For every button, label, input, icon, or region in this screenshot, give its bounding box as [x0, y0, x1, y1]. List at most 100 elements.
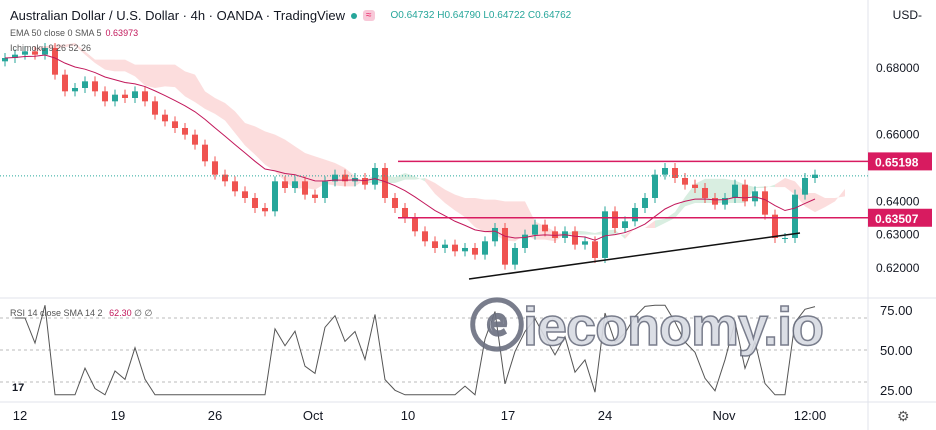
ichimoku-cloud-segment	[425, 177, 435, 194]
candle	[362, 177, 368, 185]
ichimoku-cloud-segment	[515, 201, 525, 242]
rsi-legend[interactable]: RSI 14 close SMA 14 2 62.30 ∅ ∅	[10, 308, 153, 318]
candle	[172, 121, 178, 128]
settings-icon[interactable]: ⚙	[897, 408, 910, 424]
candle	[22, 51, 28, 55]
candle	[52, 48, 58, 75]
candle	[772, 214, 778, 238]
ichimoku-cloud-segment	[785, 177, 795, 195]
ichimoku-cloud-segment	[795, 181, 805, 207]
rsi-tick-label: 25.00	[880, 383, 913, 398]
ichimoku-cloud-segment	[715, 178, 725, 203]
time-tick-label: 12	[13, 408, 27, 423]
candle	[162, 114, 168, 122]
candle	[12, 54, 18, 59]
ichimoku-legend[interactable]: Ichimoku 9 26 52 26	[10, 43, 92, 53]
ichimoku-cloud-segment	[245, 122, 255, 155]
candle	[402, 207, 408, 218]
ichimoku-cloud-segment	[775, 177, 785, 188]
candle	[122, 94, 128, 98]
ichimoku-cloud-segment	[645, 220, 655, 228]
time-tick-label: 24	[598, 408, 612, 423]
candle	[242, 191, 248, 198]
ichimoku-cloud-segment	[185, 71, 195, 103]
ichimoku-cloud-segment	[145, 64, 155, 88]
candle	[432, 241, 438, 248]
ichimoku-cloud-segment	[75, 43, 85, 55]
ichimoku-cloud-segment	[135, 64, 145, 86]
candle	[572, 231, 578, 245]
candle	[662, 167, 668, 175]
candle	[472, 247, 478, 255]
candle	[262, 207, 268, 212]
candle	[542, 224, 548, 232]
ichimoku-cloud-segment	[295, 146, 305, 189]
ichimoku-cloud-segment	[255, 126, 265, 165]
candle	[312, 194, 318, 198]
candle	[612, 211, 618, 228]
ichimoku-cloud-segment	[615, 229, 625, 239]
candle	[442, 244, 448, 248]
rsi-line	[15, 304, 816, 396]
candle	[722, 197, 728, 205]
candle	[332, 174, 338, 182]
candle	[322, 181, 328, 198]
ichimoku-cloud-segment	[175, 64, 185, 97]
ema-legend[interactable]: EMA 50 close 0 SMA 5 0.63973	[10, 28, 139, 38]
candle	[552, 231, 558, 238]
candle	[342, 174, 348, 182]
candle	[2, 58, 8, 62]
time-tick-label: 17	[501, 408, 515, 423]
candle	[632, 207, 638, 222]
candle	[252, 197, 258, 208]
trendline	[468, 232, 801, 280]
candle	[42, 48, 48, 55]
candle	[72, 87, 78, 92]
candle	[222, 174, 228, 182]
candle	[742, 184, 748, 202]
candle	[462, 247, 468, 252]
ichimoku-cloud-segment	[265, 131, 275, 172]
candle	[592, 241, 598, 258]
level-price-label: 0.63507	[875, 212, 919, 226]
candle	[652, 174, 658, 198]
candle	[782, 237, 788, 239]
candle	[812, 174, 818, 178]
time-tick-label: 10	[401, 408, 415, 423]
ichimoku-cloud-segment	[125, 59, 135, 77]
time-tick-label: 12:00	[794, 408, 827, 423]
candle	[752, 191, 758, 202]
ichimoku-cloud-segment	[395, 172, 405, 183]
candle	[692, 184, 698, 188]
ichimoku-cloud-segment	[95, 59, 105, 70]
price-tick-label: 0.68000	[876, 61, 920, 75]
candle	[202, 144, 208, 162]
candle	[392, 197, 398, 208]
candle	[582, 241, 588, 245]
symbol-title[interactable]: Australian Dollar / U.S. Dollar · 4h · O…	[10, 8, 345, 23]
candle	[672, 167, 678, 178]
candle	[282, 181, 288, 188]
candle	[82, 81, 88, 88]
candle	[602, 211, 608, 258]
ichimoku-cloud-segment	[225, 102, 235, 133]
candle	[502, 227, 508, 265]
level-price-tag	[868, 208, 932, 227]
currency-selector[interactable]: USD-	[892, 8, 922, 22]
candle	[192, 134, 198, 145]
ichimoku-cloud-segment	[675, 197, 685, 218]
candle	[302, 181, 308, 195]
ichimoku-cloud-segment	[805, 192, 815, 213]
ichimoku-cloud-segment	[815, 192, 825, 213]
candle	[802, 177, 808, 195]
ichimoku-cloud-segment	[475, 197, 485, 233]
ichimoku-cloud-segment	[585, 231, 595, 235]
ichimoku-cloud-segment	[285, 139, 295, 189]
candle	[232, 181, 238, 192]
candle	[712, 197, 718, 205]
ichimoku-cloud-segment	[825, 197, 835, 208]
compare-badge[interactable]: ≈	[363, 10, 375, 21]
candle	[212, 161, 218, 175]
time-tick-label: 19	[111, 408, 125, 423]
